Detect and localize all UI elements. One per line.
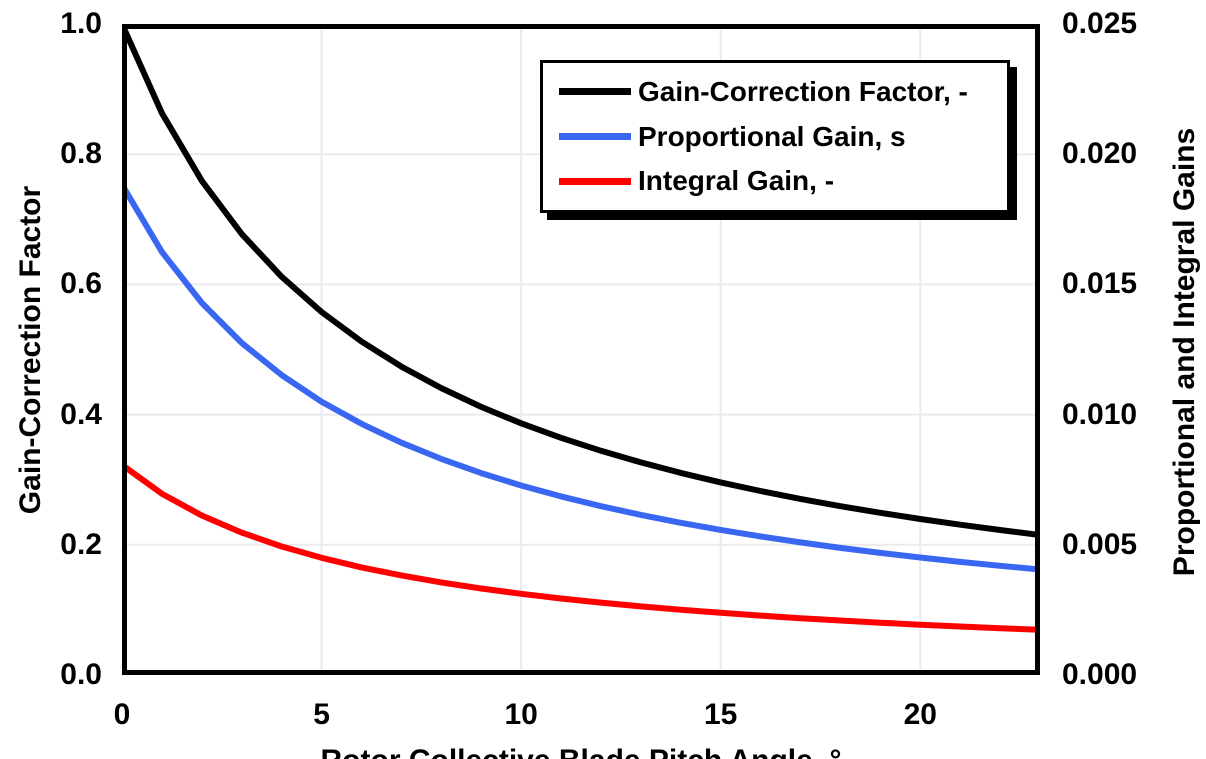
tick-label: 0: [113, 698, 131, 731]
tick-label: 0.0: [60, 658, 102, 691]
legend-line-sample-blue: [559, 133, 631, 140]
legend-label: Gain-Correction Factor, -: [638, 75, 968, 107]
tick-label: 0.6: [60, 267, 102, 301]
x-axis-title: Rotor Collective Blade Pitch Angle, °: [321, 744, 842, 759]
y-axis-left-title: Gain-Correction Factor: [14, 185, 47, 515]
legend-label: Integral Gain, -: [638, 165, 835, 197]
tick-label: 5: [313, 698, 330, 731]
plot-area: [122, 24, 1040, 675]
legend-item-integral-gain: Integral Gain, -: [543, 165, 1007, 197]
tick-label: 0.025: [1062, 7, 1138, 40]
series-line-0: [122, 24, 1040, 538]
series-line-2: [122, 461, 1040, 633]
y-axis-right-title: Proportional and Integral Gains: [1168, 127, 1201, 577]
legend-item-gain-correction-factor: Gain-Correction Factor, -: [543, 76, 1007, 108]
tick-label: 1.0: [60, 7, 102, 40]
tick-label: 0.005: [1062, 527, 1138, 561]
tick-label: 0.8: [60, 137, 102, 171]
legend-item-proportional-gain: Proportional Gain, s: [543, 121, 1007, 153]
tick-label: 0.020: [1062, 137, 1138, 171]
plot-frame: [122, 24, 1040, 675]
tick-label: 0.2: [60, 527, 102, 561]
tick-label: 0.015: [1062, 267, 1138, 301]
tick-label: 15: [704, 698, 738, 731]
tick-label: 0.000: [1062, 658, 1138, 691]
tick-label: 10: [504, 698, 538, 731]
tick-label: 0.4: [60, 397, 102, 431]
legend-label: Proportional Gain, s: [638, 120, 906, 152]
series-line-1: [122, 181, 1040, 573]
legend-line-sample-black: [559, 88, 631, 96]
legend-line-sample-red: [559, 177, 631, 185]
tick-label: 20: [903, 698, 937, 731]
tick-label: 0.010: [1062, 397, 1138, 431]
legend: Gain-Correction Factor, - Proportional G…: [540, 60, 1010, 213]
